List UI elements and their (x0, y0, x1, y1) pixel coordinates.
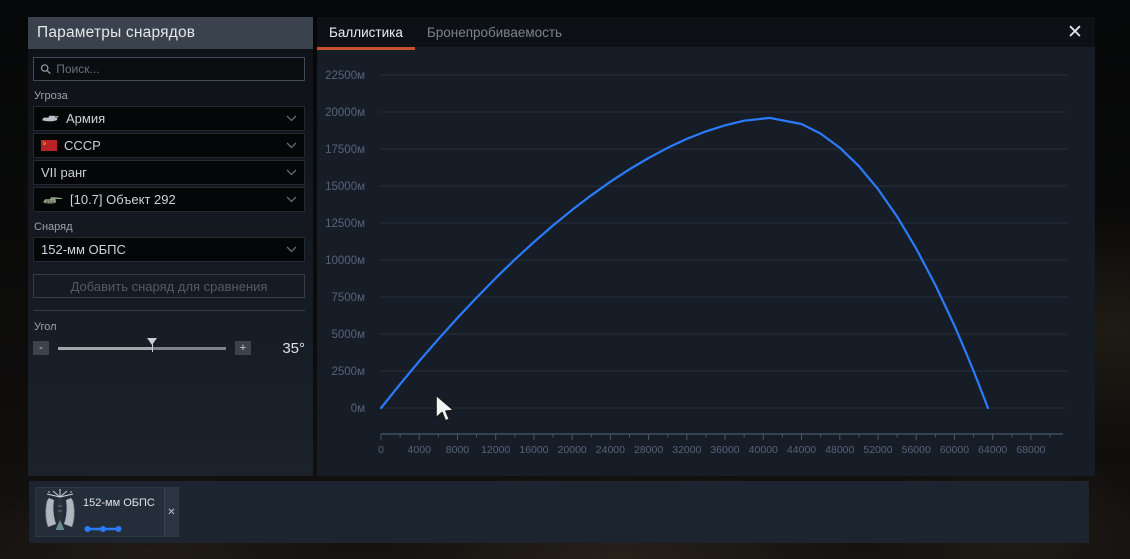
dropdown-army[interactable]: Армия (33, 106, 305, 131)
angle-slider-fill (58, 347, 153, 350)
dropdown-rank-label: VII ранг (41, 165, 87, 180)
shell-card-remove-button[interactable]: ✕ (164, 488, 178, 536)
shell-card-label: 152-мм ОБПС (83, 497, 155, 509)
svg-text:40000: 40000 (749, 444, 778, 456)
svg-text:7500м: 7500м (332, 292, 366, 304)
trajectory-chart-svg: 0м 2500м 5000м 7500м 10000м 12500м 15000м 17500… (325, 70, 1067, 456)
svg-text:22500м: 22500м (325, 70, 365, 82)
ballistics-panel: Баллистика Бронепробиваемость ✕ 0м 2500м 5… (317, 17, 1095, 476)
page-title: Параметры снарядов (37, 24, 196, 41)
svg-text:5000м: 5000м (332, 329, 366, 341)
shell-card[interactable]: 152-мм ОБПС ✕ (35, 487, 179, 537)
dropdown-vehicle-label: [10.7] Объект 292 (70, 192, 176, 207)
chevron-down-icon (286, 169, 297, 176)
ballistics-chart: 0м 2500м 5000м 7500м 10000м 12500м 15000м 17500… (317, 47, 1095, 476)
close-button[interactable]: ✕ (1063, 21, 1087, 45)
chevron-down-icon (286, 142, 297, 149)
sidebar-header: Параметры снарядов (28, 17, 313, 49)
tab-armor-penetration[interactable]: Бронепробиваемость (415, 17, 574, 47)
tab-ballistics-label: Баллистика (329, 24, 403, 40)
svg-text:16000: 16000 (519, 444, 548, 456)
threat-label: Угроза (34, 90, 68, 102)
svg-text:60000: 60000 (940, 444, 969, 456)
tab-armor-penetration-label: Бронепробиваемость (426, 24, 563, 40)
vehicle-icon (43, 197, 62, 204)
svg-text:17500м: 17500м (325, 144, 365, 156)
search-icon (40, 64, 51, 75)
svg-text:2500м: 2500м (332, 366, 366, 378)
svg-text:0: 0 (378, 444, 384, 456)
svg-text:68000: 68000 (1016, 444, 1045, 456)
svg-text:52000: 52000 (863, 444, 892, 456)
svg-text:0м: 0м (351, 403, 365, 415)
svg-text:10000м: 10000м (325, 255, 365, 267)
svg-text:15000м: 15000м (325, 181, 365, 193)
series-line-sample (84, 526, 122, 532)
dropdown-vehicle[interactable]: [10.7] Объект 292 (33, 187, 305, 212)
tab-ballistics[interactable]: Баллистика (317, 17, 415, 50)
search-box (33, 57, 305, 81)
chevron-down-icon (286, 115, 297, 122)
svg-text:20000м: 20000м (325, 107, 365, 119)
apfsds-shell-icon (45, 489, 75, 530)
angle-minus-button[interactable]: - (33, 341, 49, 355)
dropdown-army-label: Армия (66, 111, 106, 126)
dropdown-nation-label: СССР (64, 138, 101, 153)
ussr-flag-icon (41, 140, 57, 151)
chevron-down-icon (286, 246, 297, 253)
svg-text:12000: 12000 (481, 444, 510, 456)
svg-text:64000: 64000 (978, 444, 1007, 456)
shell-label: Снаряд (34, 221, 73, 233)
angle-plus-button[interactable]: + (235, 341, 251, 355)
svg-text:56000: 56000 (902, 444, 931, 456)
search-input[interactable] (56, 62, 298, 76)
angle-slider-thumb[interactable] (147, 338, 158, 352)
svg-text:4000: 4000 (408, 444, 432, 456)
svg-text:24000: 24000 (596, 444, 625, 456)
selected-shells-bar: 152-мм ОБПС ✕ (29, 481, 1089, 543)
divider (33, 310, 305, 311)
dropdown-nation[interactable]: СССР (33, 133, 305, 158)
angle-label: Угол (34, 321, 57, 333)
angle-value: 35° (282, 339, 305, 357)
add-shell-compare-button[interactable]: Добавить снаряд для сравнения (33, 274, 305, 298)
dropdown-shell-label: 152-мм ОБПС (41, 242, 126, 257)
dropdown-rank[interactable]: VII ранг (33, 160, 305, 185)
tab-bar: Баллистика Бронепробиваемость ✕ (317, 17, 1095, 50)
svg-text:36000: 36000 (710, 444, 739, 456)
tank-icon (42, 115, 59, 122)
angle-slider[interactable] (58, 338, 226, 357)
svg-text:44000: 44000 (787, 444, 816, 456)
svg-text:28000: 28000 (634, 444, 663, 456)
sidebar: Параметры снарядов Угроза Армия (28, 17, 313, 476)
svg-text:32000: 32000 (672, 444, 701, 456)
svg-text:20000: 20000 (558, 444, 587, 456)
chevron-down-icon (286, 196, 297, 203)
svg-text:12500м: 12500м (325, 218, 365, 230)
dropdown-shell[interactable]: 152-мм ОБПС (33, 237, 305, 262)
svg-text:8000: 8000 (446, 444, 470, 456)
svg-text:48000: 48000 (825, 444, 854, 456)
